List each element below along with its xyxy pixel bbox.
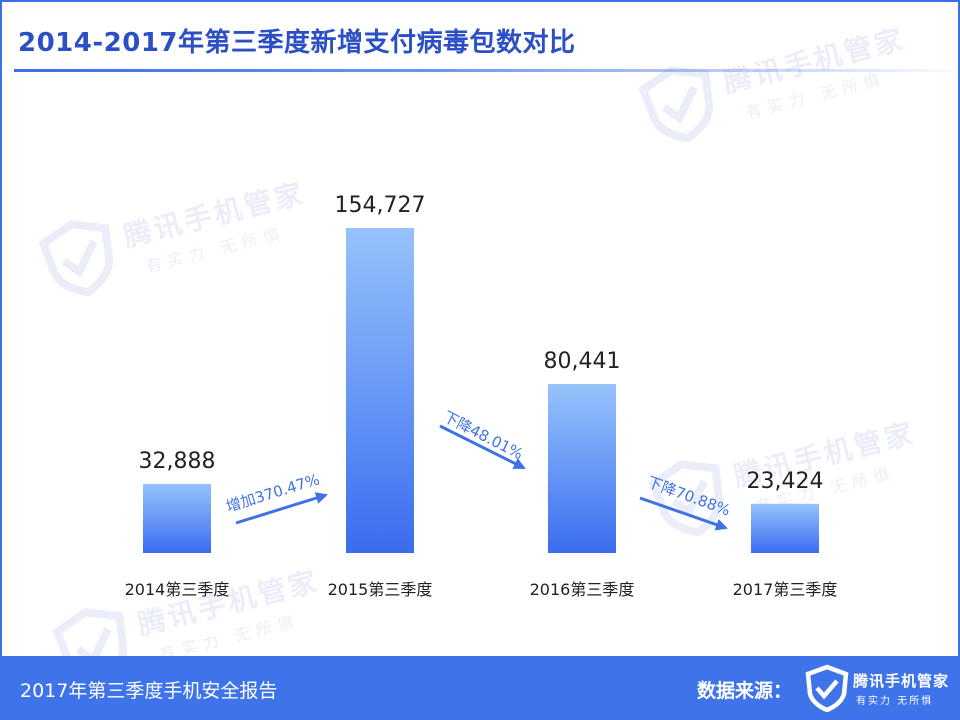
- x-tick-label: 2014第三季度: [125, 580, 230, 599]
- change-arrow: [639, 496, 728, 531]
- bar-2014第三季度: [143, 483, 211, 553]
- data-source-label: 数据来源：: [697, 680, 793, 702]
- bar-2017第三季度: [751, 503, 819, 553]
- bar-2016第三季度: [548, 384, 616, 553]
- x-tick-label: 2016第三季度: [530, 580, 635, 599]
- footer-brand: 腾讯手机管家: [853, 672, 950, 690]
- footer-slogan: 有实力 无所惧: [856, 696, 934, 707]
- report-title: 2017年第三季度手机安全报告: [20, 680, 278, 702]
- x-tick-label: 2015第三季度: [328, 580, 433, 599]
- value-label: 80,441: [544, 349, 621, 374]
- x-tick-label: 2017第三季度: [733, 580, 838, 599]
- change-arrow: [235, 492, 328, 525]
- change-annotation: 下降70.88%: [645, 473, 733, 520]
- value-label: 154,727: [335, 193, 426, 218]
- value-label: 23,424: [747, 469, 824, 494]
- shield-check-icon: [805, 664, 849, 712]
- bar-2015第三季度: [346, 228, 414, 553]
- footer-bar: 2017年第三季度手机安全报告 数据来源： 腾讯手机管家 有实力 无所惧: [0, 656, 960, 720]
- change-arrow: [439, 424, 526, 470]
- change-annotation: 增加370.47%: [224, 470, 322, 516]
- bar-chart: 32,888 2014第三季度 154,727 2015第三季度 80,441 2016第…: [125, 193, 838, 599]
- chart-title: 2014-2017年第三季度新增支付病毒包数对比: [18, 28, 576, 58]
- value-label: 32,888: [139, 449, 216, 474]
- change-annotation: 下降48.01%: [440, 408, 526, 464]
- title-divider: [14, 69, 954, 72]
